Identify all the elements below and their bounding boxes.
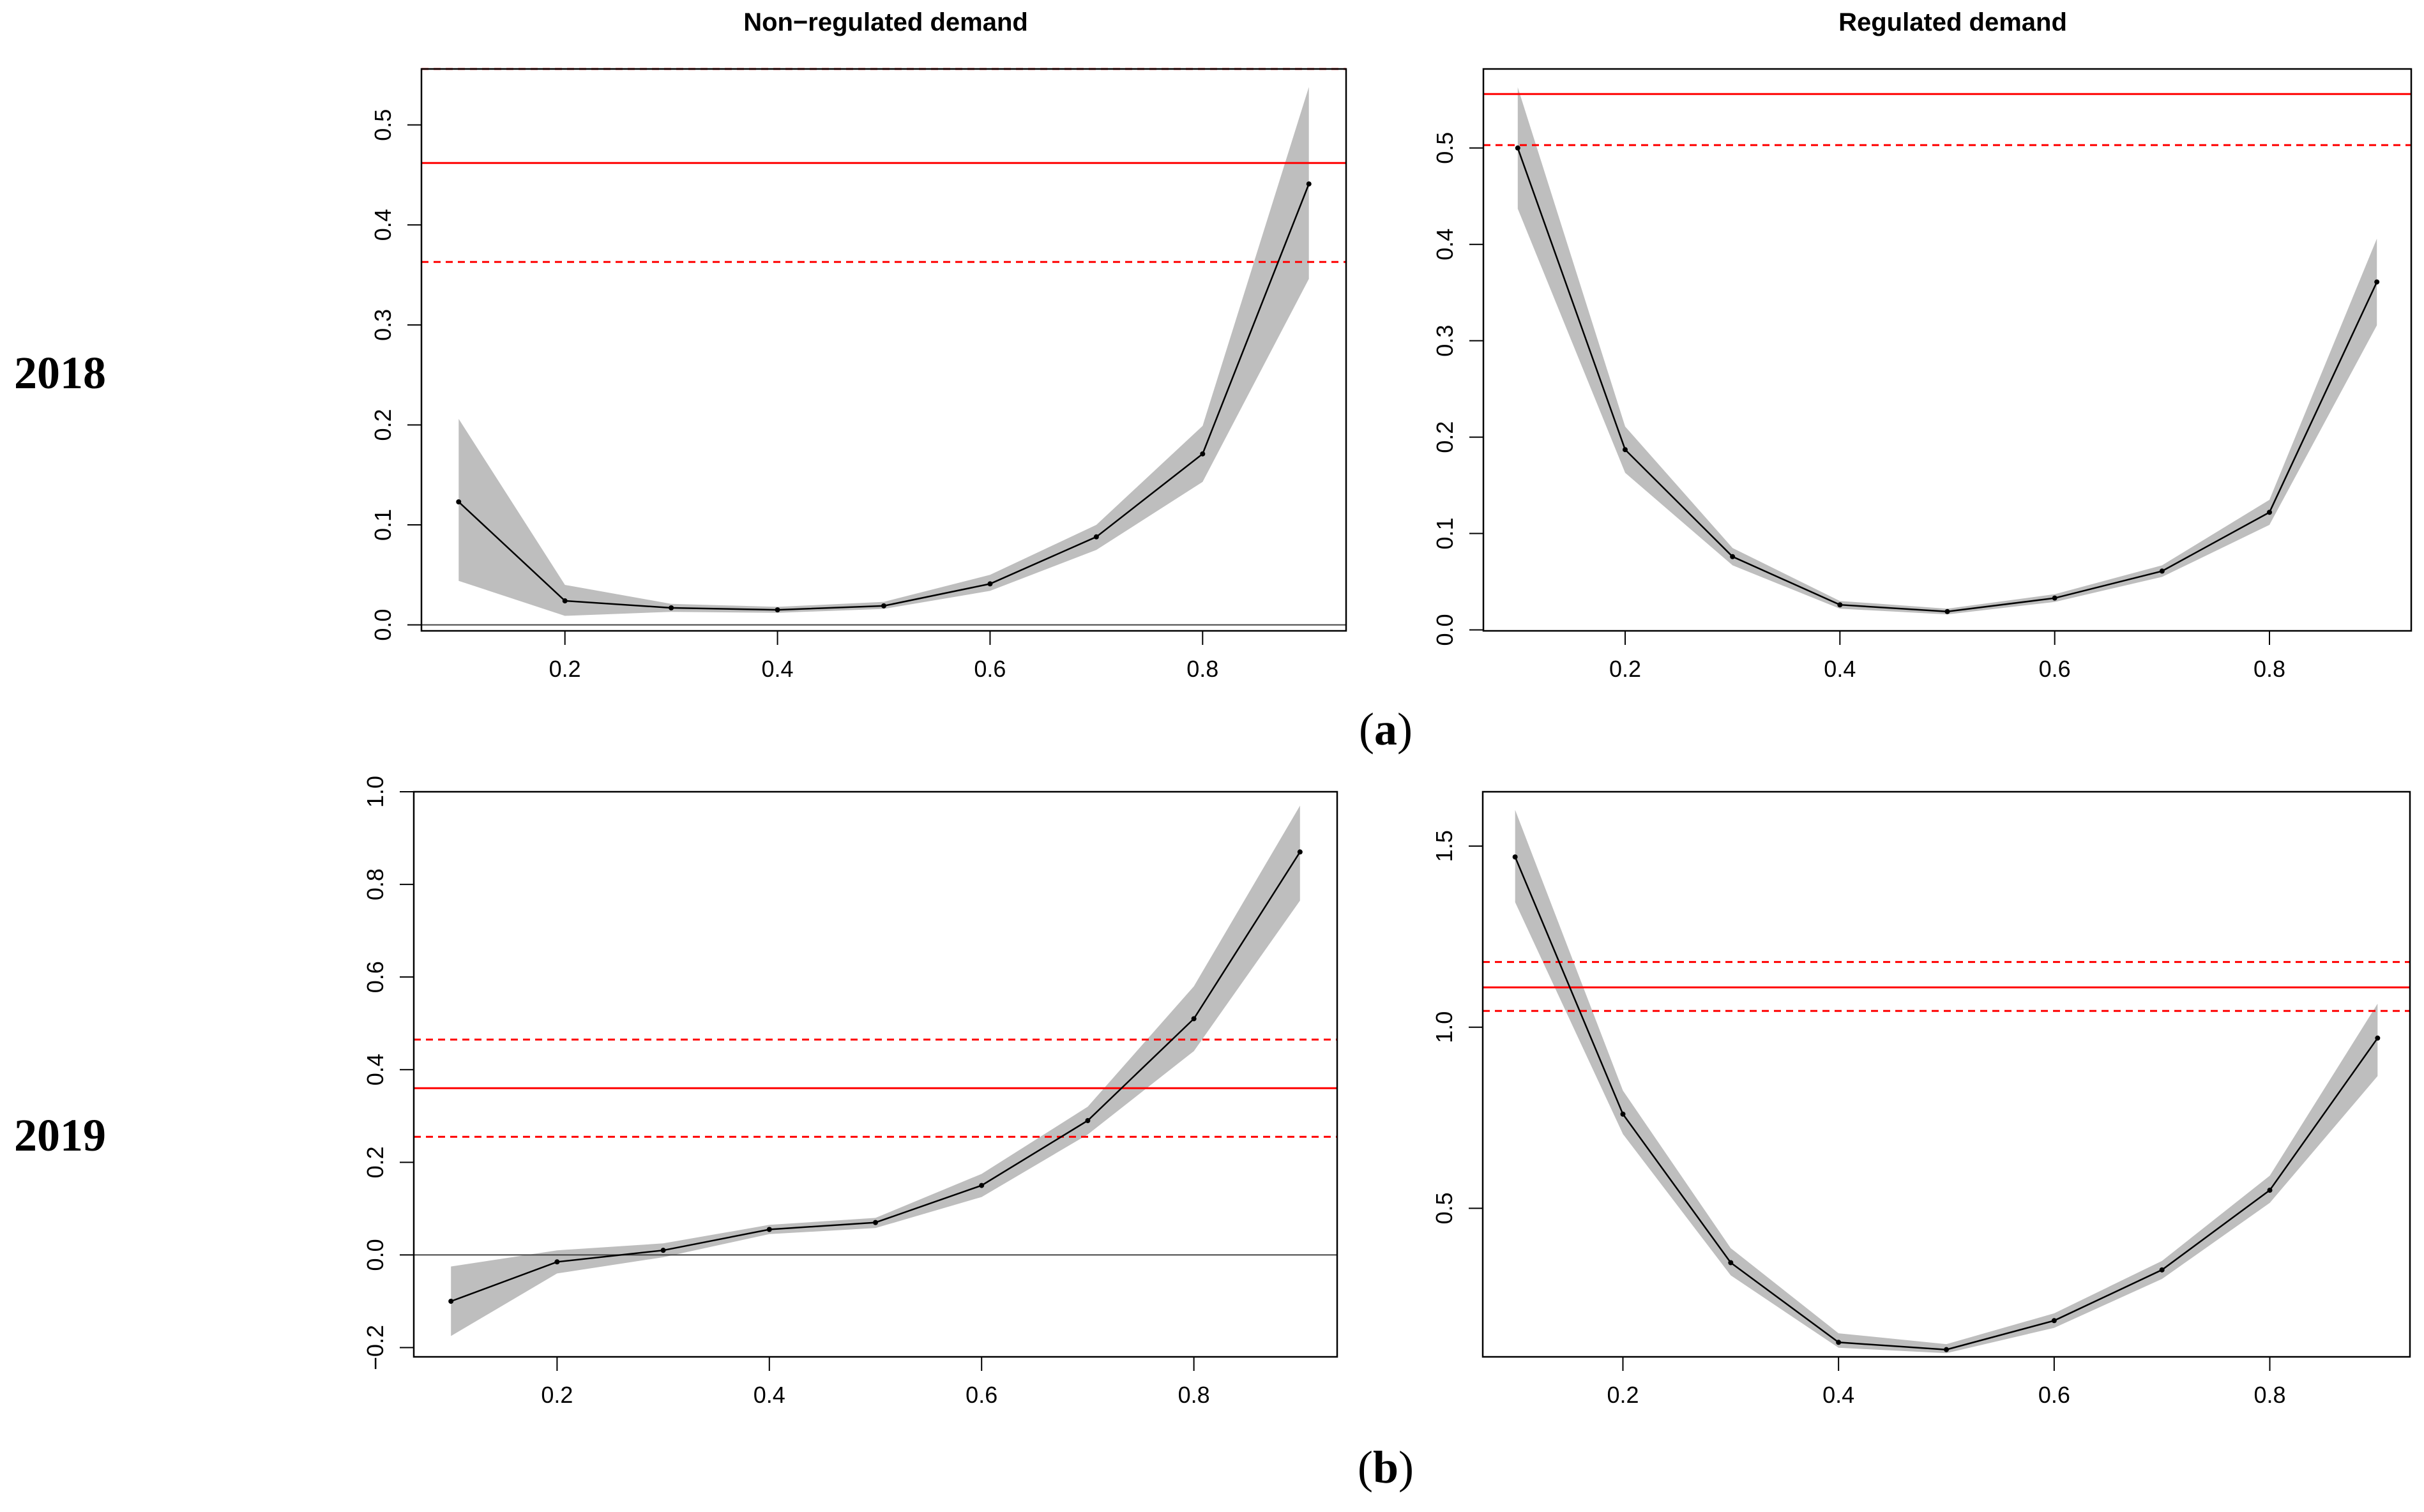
plot-frame bbox=[1482, 68, 2413, 632]
data-point bbox=[1944, 1347, 1949, 1352]
data-point bbox=[1730, 554, 1736, 559]
y-tick-label: 1.0 bbox=[362, 776, 388, 808]
x-tick-label: 0.8 bbox=[2254, 1382, 2285, 1408]
x-tick-label: 0.4 bbox=[754, 1382, 785, 1408]
y-tick-label: 0.0 bbox=[362, 1239, 388, 1271]
data-point bbox=[1191, 1016, 1197, 1022]
y-tick-label: 1.5 bbox=[1431, 830, 1457, 862]
data-point bbox=[1515, 145, 1520, 151]
data-point bbox=[1622, 447, 1628, 453]
estimate-line bbox=[1517, 147, 2378, 613]
y-tick-label: 0.1 bbox=[370, 509, 396, 541]
data-point bbox=[1200, 451, 1206, 457]
data-point bbox=[2374, 279, 2380, 285]
confidence-band bbox=[1517, 87, 2377, 615]
chart-2018-non-regulated: 0.2 0.4 0.6 0.8 0.0 0.1 0.2 0.3 0.4 0.5 bbox=[370, 68, 1347, 682]
year-label-2018: 2018 bbox=[14, 347, 106, 398]
data-point bbox=[775, 607, 780, 613]
title-non-regulated-demand: Non−regulated demand bbox=[743, 8, 1028, 36]
y-tick-label: 0.4 bbox=[370, 209, 396, 241]
data-point bbox=[562, 598, 568, 604]
data-point bbox=[2159, 568, 2165, 574]
data-point bbox=[1085, 1118, 1091, 1124]
estimate-line bbox=[458, 183, 1310, 611]
chart-2019-non-regulated: 0.2 0.4 0.6 0.8 −0.2 0.0 0.2 0.4 0.6 0.8 1.0 bbox=[362, 776, 1338, 1408]
x-tick-label: 0.2 bbox=[549, 656, 581, 682]
data-point bbox=[1728, 1260, 1734, 1266]
data-point bbox=[554, 1259, 560, 1265]
chart-2019-regulated: 0.2 0.4 0.6 0.8 0.5 1.0 1.5 bbox=[1431, 790, 2411, 1408]
y-tick-label: 0.1 bbox=[1432, 518, 1458, 550]
x-tick-label: 0.6 bbox=[2038, 1382, 2070, 1408]
data-point bbox=[979, 1183, 985, 1188]
data-point bbox=[2159, 1267, 2165, 1273]
y-tick-label: 0.3 bbox=[1432, 325, 1458, 357]
title-regulated-demand: Regulated demand bbox=[1838, 8, 2067, 36]
y-tick-label: −0.2 bbox=[362, 1325, 388, 1370]
y-tick-label: 0.5 bbox=[1431, 1192, 1457, 1224]
y-tick-label: 0.8 bbox=[362, 868, 388, 900]
data-point bbox=[766, 1227, 772, 1232]
data-point bbox=[456, 499, 462, 505]
plot-frame bbox=[413, 790, 1338, 1358]
panel-label-b: (b) bbox=[1358, 1442, 1414, 1493]
y-tick-label: 0.0 bbox=[1432, 614, 1458, 646]
y-tick-label: 0.2 bbox=[362, 1146, 388, 1178]
x-tick-label: 0.4 bbox=[762, 656, 794, 682]
data-point bbox=[2267, 1188, 2273, 1193]
data-point bbox=[1620, 1111, 1626, 1117]
x-tick-label: 0.8 bbox=[1178, 1382, 1210, 1408]
confidence-band bbox=[451, 805, 1300, 1336]
data-point bbox=[448, 1298, 454, 1304]
data-point bbox=[2051, 1318, 2057, 1324]
data-point bbox=[2052, 595, 2057, 601]
y-tick-label: 0.3 bbox=[370, 309, 396, 341]
y-tick-label: 0.4 bbox=[1432, 229, 1458, 261]
year-label-2019: 2019 bbox=[14, 1110, 106, 1161]
estimate-line bbox=[450, 851, 1301, 1303]
x-tick-label: 0.6 bbox=[974, 656, 1006, 682]
data-point bbox=[1297, 849, 1303, 855]
data-point bbox=[1944, 609, 1950, 614]
y-tick-label: 0.0 bbox=[370, 609, 396, 641]
data-point bbox=[1837, 602, 1843, 608]
x-tick-label: 0.8 bbox=[1186, 656, 1218, 682]
x-tick-label: 0.2 bbox=[1609, 656, 1641, 682]
x-tick-label: 0.6 bbox=[2039, 656, 2071, 682]
y-tick-label: 0.4 bbox=[362, 1054, 388, 1085]
plot-frame bbox=[420, 68, 1347, 632]
x-tick-label: 0.4 bbox=[1824, 656, 1856, 682]
data-point bbox=[669, 605, 674, 610]
y-tick-label: 0.5 bbox=[370, 109, 396, 141]
panel-label-a: (a) bbox=[1359, 704, 1413, 755]
x-tick-label: 0.2 bbox=[541, 1382, 573, 1408]
data-point bbox=[660, 1248, 666, 1253]
data-point bbox=[873, 1220, 878, 1225]
data-point bbox=[2267, 510, 2273, 515]
data-point bbox=[1093, 534, 1099, 540]
estimate-line bbox=[1514, 856, 2379, 1350]
data-point bbox=[881, 603, 886, 609]
y-tick-label: 0.5 bbox=[1432, 132, 1458, 164]
y-tick-label: 0.6 bbox=[362, 961, 388, 993]
chart-2018-regulated: 0.2 0.4 0.6 0.8 0.0 0.1 0.2 0.3 0.4 0.5 bbox=[1432, 68, 2413, 682]
x-tick-label: 0.8 bbox=[2254, 656, 2285, 682]
x-tick-label: 0.6 bbox=[966, 1382, 997, 1408]
data-point bbox=[1836, 1340, 1842, 1345]
confidence-band bbox=[458, 87, 1309, 616]
x-tick-label: 0.4 bbox=[1822, 1382, 1854, 1408]
data-point bbox=[2375, 1035, 2381, 1041]
data-point bbox=[1306, 181, 1312, 187]
y-tick-label: 0.2 bbox=[1432, 421, 1458, 453]
data-point bbox=[987, 581, 993, 587]
x-tick-label: 0.2 bbox=[1607, 1382, 1639, 1408]
confidence-band bbox=[1515, 810, 2378, 1354]
plot-frame bbox=[1481, 790, 2411, 1358]
y-tick-label: 0.2 bbox=[370, 409, 396, 441]
y-tick-label: 1.0 bbox=[1431, 1011, 1457, 1043]
data-point bbox=[1512, 854, 1518, 860]
